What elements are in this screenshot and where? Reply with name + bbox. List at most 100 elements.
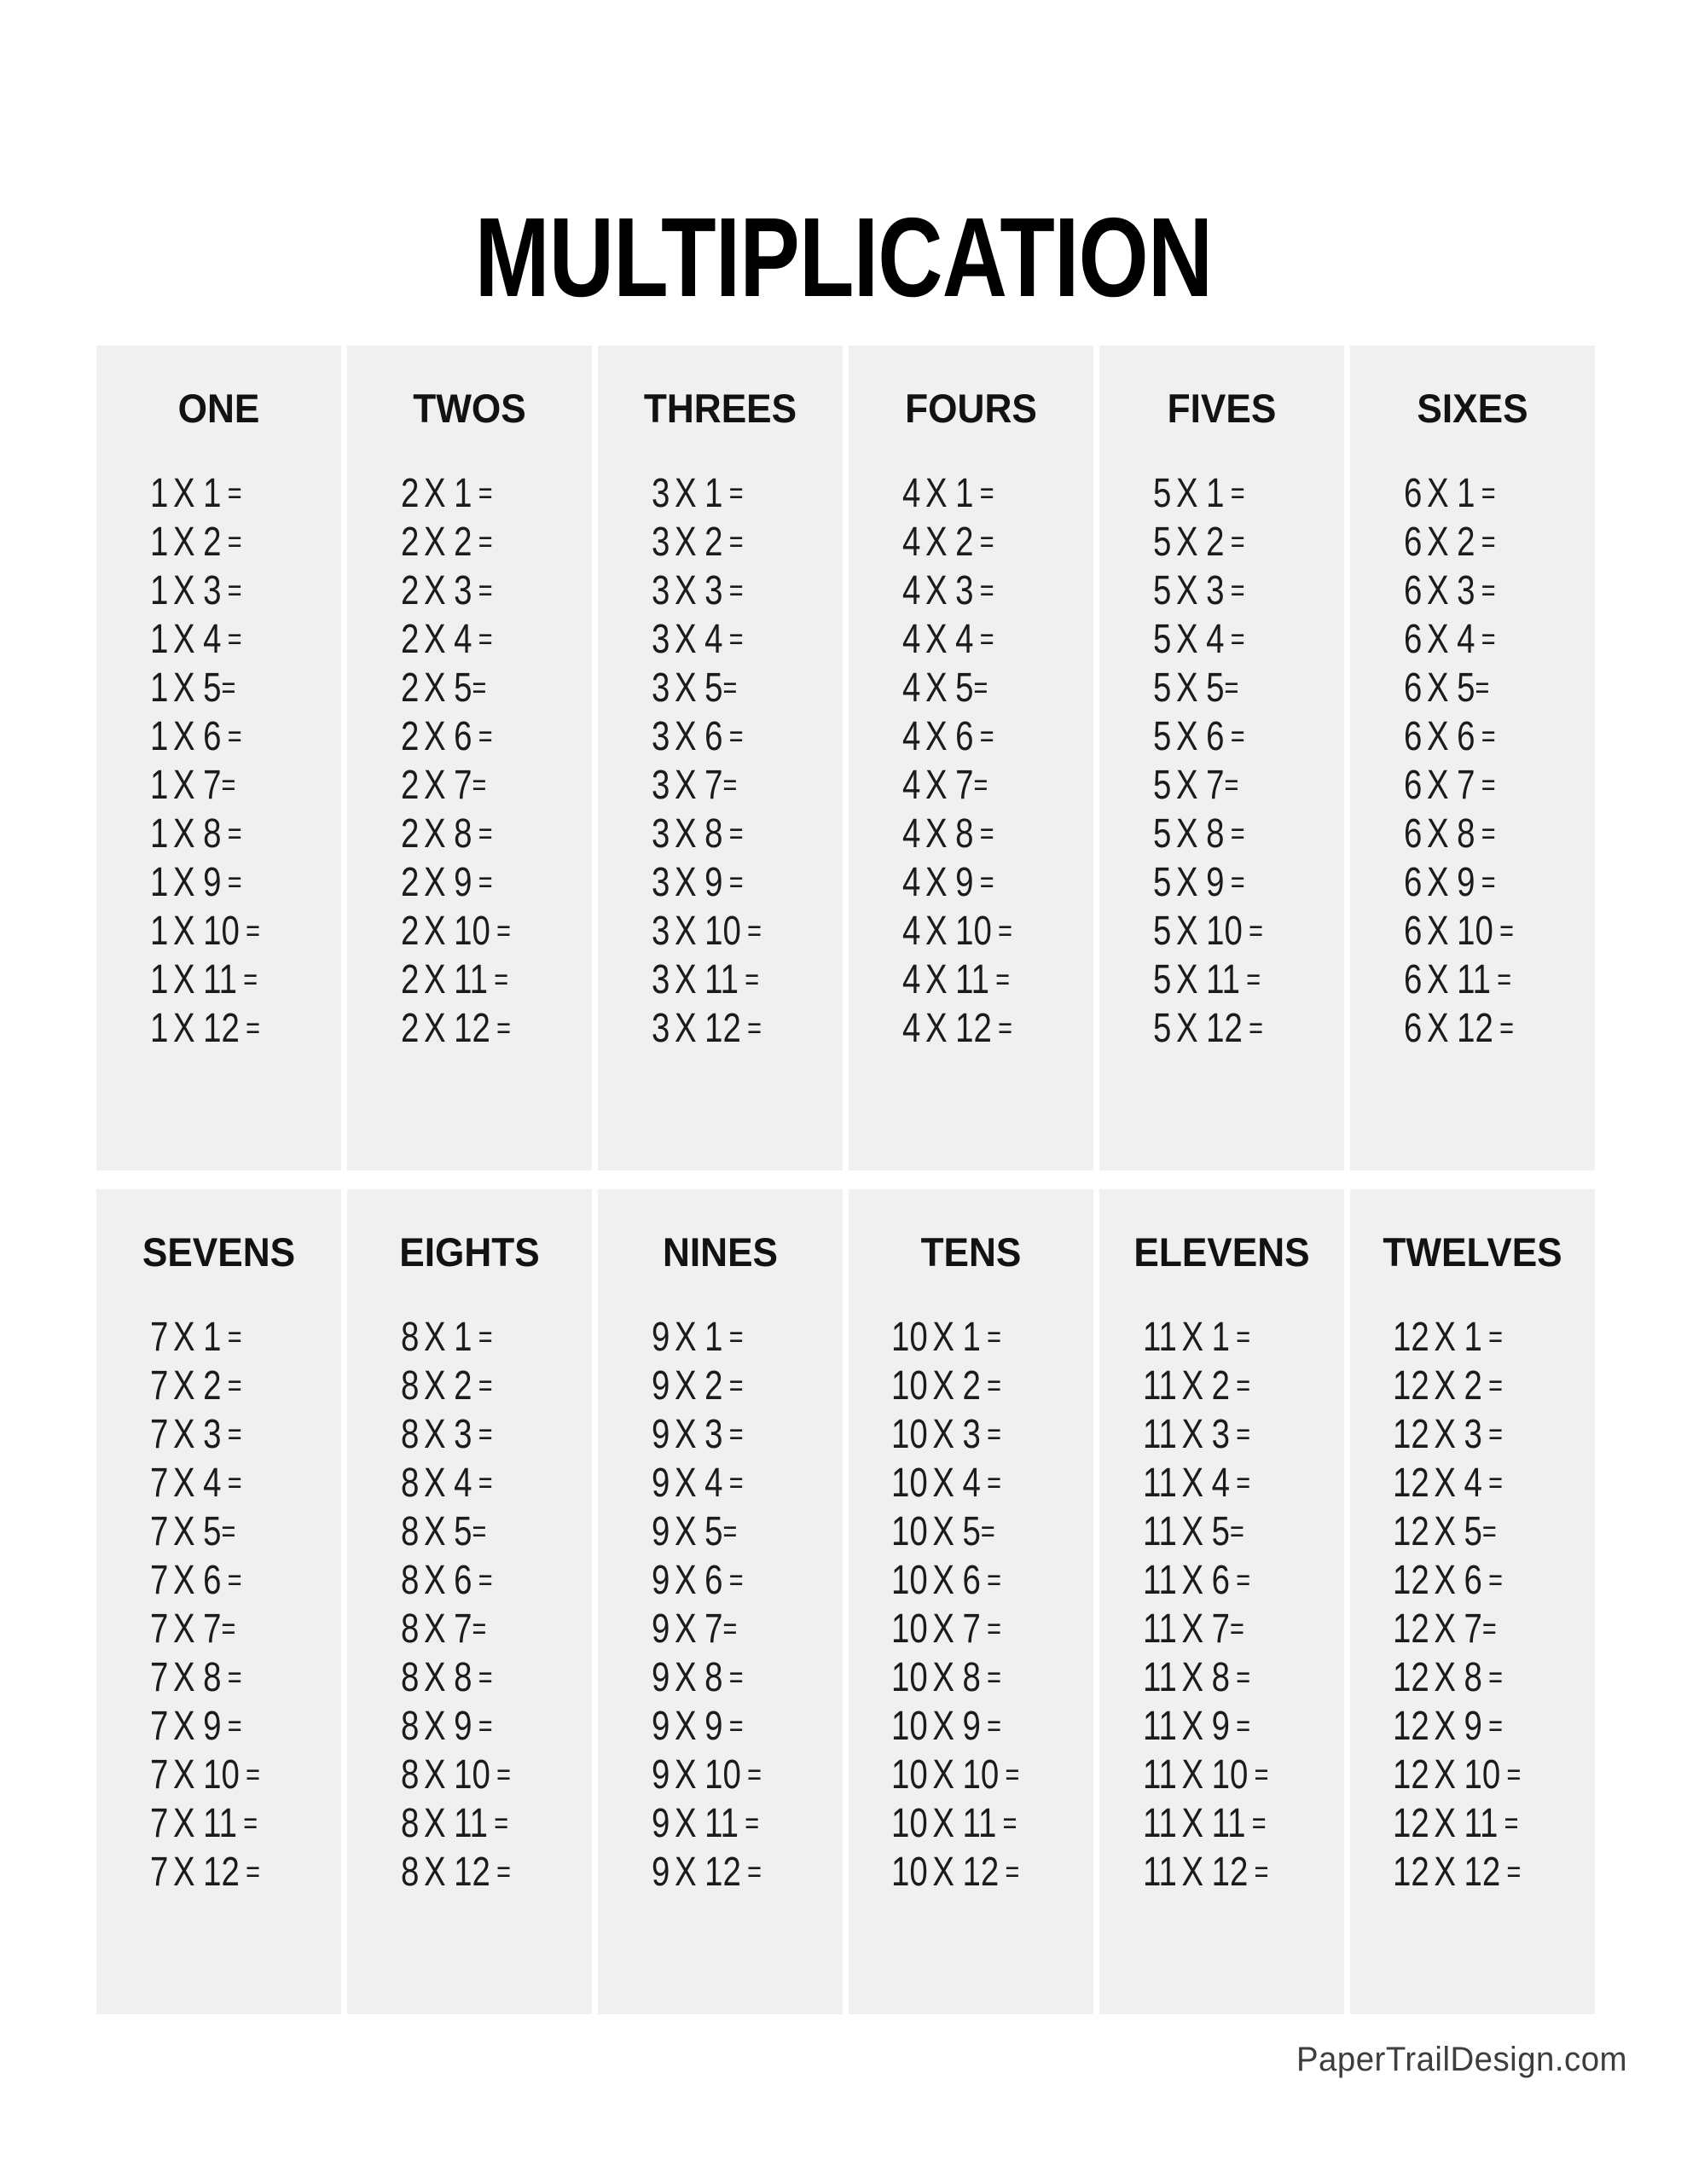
times-symbol: X xyxy=(674,1363,697,1409)
multiplier: 5 xyxy=(454,665,472,711)
multiplier: 5 xyxy=(1206,665,1225,711)
multiplier: 6 xyxy=(1457,714,1475,759)
equals-sign: = xyxy=(478,1708,493,1743)
table-card: FIVES 5 X 1 = 5 X 2 = 5 X 3 = 5 X 4 = 5 X 5= 5 X 6 = 5 X 7= 5 X 8 = 5 X 9… xyxy=(1099,346,1344,1170)
equals-sign: = xyxy=(478,1562,493,1597)
times-symbol: X xyxy=(1426,471,1449,516)
times-symbol: X xyxy=(925,617,948,662)
times-symbol: X xyxy=(1175,909,1198,954)
equation-row: 5 X 2 = xyxy=(1153,518,1263,566)
equation-row: 10 X 9 = xyxy=(891,1702,1019,1751)
multiplier: 7 xyxy=(1212,1606,1231,1652)
equation-row: 7 X 11 = xyxy=(150,1799,260,1848)
equation-row: 11 X 12 = xyxy=(1143,1848,1268,1896)
equation-row: 6 X 5= xyxy=(1404,664,1514,712)
equals-sign: = xyxy=(747,1010,762,1045)
times-symbol: X xyxy=(1426,714,1449,759)
times-symbol: X xyxy=(931,1363,954,1409)
equation-row: 9 X 1 = xyxy=(652,1313,762,1362)
times-symbol: X xyxy=(172,763,195,808)
equation-block: 6 X 1 = 6 X 2 = 6 X 3 = 6 X 4 = 6 X 5= 6 X 6 = 6 X 7 = 6 X 8 = 6 X 9 = 6 X 10… xyxy=(1404,469,1541,1053)
equation-row: 4 X 8 = xyxy=(902,810,1012,858)
multiplicand: 2 xyxy=(400,568,420,613)
equation-block: 4 X 1 = 4 X 2 = 4 X 3 = 4 X 4 = 4 X 5= 4 X 6 = 4 X 7= 4 X 8 = 4 X 9 = 4 X 10… xyxy=(902,469,1040,1053)
equation-row: 3 X 1 = xyxy=(652,469,762,518)
equation-block: 8 X 1 = 8 X 2 = 8 X 3 = 8 X 4 = 8 X 5= 8 X 6 = 8 X 7= 8 X 8 = 8 X 9 = 8 X 10… xyxy=(401,1313,538,1896)
times-symbol: X xyxy=(423,1363,446,1409)
times-symbol: X xyxy=(1181,1655,1204,1700)
multiplier: 10 xyxy=(203,909,240,954)
equation-row: 12 X 5= xyxy=(1393,1507,1521,1556)
multiplicand: 7 xyxy=(149,1315,169,1360)
times-symbol: X xyxy=(172,1704,195,1749)
equation-row: 8 X 4 = xyxy=(401,1459,511,1507)
times-symbol: X xyxy=(1175,763,1198,808)
multiplicand: 12 xyxy=(1392,1850,1429,1895)
multiplicand: 5 xyxy=(1152,763,1172,808)
multiplicand: 3 xyxy=(651,520,670,565)
times-symbol: X xyxy=(1175,957,1198,1002)
times-symbol: X xyxy=(423,763,446,808)
multiplier: 12 xyxy=(955,1006,992,1051)
times-symbol: X xyxy=(423,1315,446,1360)
equals-sign: = xyxy=(1481,864,1496,899)
multiplicand: 7 xyxy=(149,1363,169,1409)
times-symbol: X xyxy=(674,1655,697,1700)
equation-row: 12 X 1 = xyxy=(1393,1313,1521,1362)
equation-row: 8 X 3 = xyxy=(401,1410,511,1459)
multiplier: 5 xyxy=(955,665,974,711)
equation-row: 1 X 4 = xyxy=(150,615,260,664)
equation-list: 10 X 1 = 10 X 2 = 10 X 3 = 10 X 4 = 10 X 5= 10 X 6 = 10 X 7 = 10 X 8 =… xyxy=(849,1313,1093,1896)
equation-row: 3 X 8 = xyxy=(652,810,762,858)
equation-row: 5 X 7= xyxy=(1153,761,1263,810)
multiplier: 2 xyxy=(203,1363,222,1409)
multiplier: 11 xyxy=(454,1801,488,1846)
multiplicand: 12 xyxy=(1392,1606,1429,1652)
equation-row: 7 X 6 = xyxy=(150,1556,260,1605)
multiplier: 12 xyxy=(704,1850,741,1895)
multiplier: 10 xyxy=(1212,1752,1249,1798)
times-symbol: X xyxy=(1433,1509,1456,1554)
multiplicand: 11 xyxy=(1143,1752,1178,1798)
equals-sign: = xyxy=(1475,670,1490,705)
times-symbol: X xyxy=(925,811,948,857)
multiplicand: 9 xyxy=(651,1315,670,1360)
times-symbol: X xyxy=(423,665,446,711)
multiplier: 10 xyxy=(704,1752,741,1798)
equation-row: 10 X 1 = xyxy=(891,1313,1019,1362)
multiplier: 8 xyxy=(1206,811,1225,857)
multiplier: 12 xyxy=(704,1006,741,1051)
equals-sign: = xyxy=(728,1465,744,1500)
multiplicand: 9 xyxy=(651,1850,670,1895)
equation-list: 3 X 1 = 3 X 2 = 3 X 3 = 3 X 4 = 3 X 5= 3 X 6 = 3 X 7= 3 X 8 = 3 X 9 = 3 X 10… xyxy=(598,469,843,1053)
times-symbol: X xyxy=(172,714,195,759)
multiplicand: 6 xyxy=(1403,471,1423,516)
equals-sign: = xyxy=(1481,1513,1497,1548)
equation-row: 2 X 5= xyxy=(401,664,511,712)
multiplicand: 10 xyxy=(890,1363,928,1409)
equation-row: 3 X 6 = xyxy=(652,712,762,761)
times-symbol: X xyxy=(423,1655,446,1700)
multiplicand: 5 xyxy=(1152,811,1172,857)
equals-sign: = xyxy=(745,1805,759,1840)
equation-row: 1 X 12 = xyxy=(150,1004,260,1053)
times-symbol: X xyxy=(1433,1606,1456,1652)
equation-block: 12 X 1 = 12 X 2 = 12 X 3 = 12 X 4 = 12 X 5= 12 X 6 = 12 X 7= 12 X 8 =… xyxy=(1393,1313,1553,1896)
equals-sign: = xyxy=(979,718,994,753)
times-symbol: X xyxy=(1175,665,1198,711)
equals-sign: = xyxy=(227,1416,242,1451)
multiplier: 9 xyxy=(1206,860,1225,905)
multiplicand: 5 xyxy=(1152,957,1172,1002)
equation-row: 12 X 3 = xyxy=(1393,1410,1521,1459)
equation-row: 9 X 8 = xyxy=(652,1653,762,1702)
multiplier: 11 xyxy=(1212,1801,1246,1846)
multiplier: 11 xyxy=(955,957,989,1002)
table-heading: ELEVENS xyxy=(1133,1229,1310,1275)
equation-row: 2 X 11 = xyxy=(401,956,511,1004)
multiplicand: 1 xyxy=(149,714,169,759)
equals-sign: = xyxy=(227,1562,242,1597)
equation-row: 8 X 12 = xyxy=(401,1848,511,1896)
multiplier: 3 xyxy=(704,1412,723,1457)
equation-row: 12 X 2 = xyxy=(1393,1362,1521,1410)
multiplier: 1 xyxy=(704,471,723,516)
